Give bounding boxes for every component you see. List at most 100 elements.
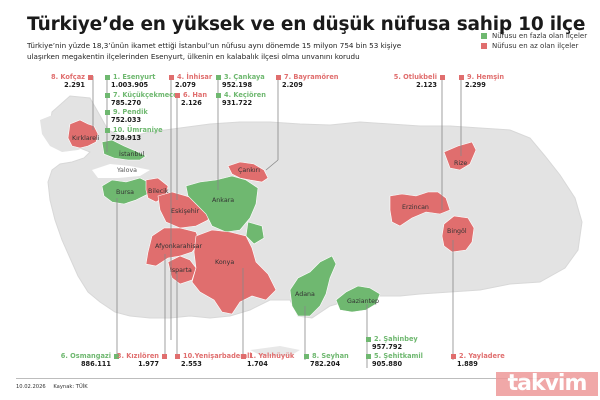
square-marker-icon — [216, 92, 221, 98]
district-population: 2.291 — [64, 81, 85, 89]
square-marker-icon — [105, 74, 110, 80]
district-han: 6. Han 2.126 — [175, 91, 207, 107]
square-marker-icon — [366, 353, 371, 359]
label-eskisehir: Eskişehir — [171, 208, 200, 215]
district-name: 6. Osmangazi — [60, 352, 111, 360]
red-swatch-icon — [481, 43, 487, 49]
district-yenisarbademli: 10.Yenişarbademli 2.553 — [175, 352, 252, 368]
subtitle: Türkiye’nin yüzde 18,3’ünün ikamet ettiğ… — [27, 40, 467, 62]
province-rize — [443, 141, 477, 171]
square-marker-icon — [216, 74, 221, 80]
district-population: 905.880 — [372, 360, 403, 368]
square-marker-icon — [162, 353, 167, 359]
square-marker-icon — [114, 353, 119, 359]
label-erzincan: Erzincan — [402, 204, 429, 211]
footer-date: 10.02.2026 — [16, 384, 46, 390]
province-adana — [289, 255, 337, 317]
district-name: 1. Yalıhüyük — [249, 352, 295, 360]
legend-label: Nüfusu en az olan ilçeler — [492, 42, 579, 50]
province-bingol — [441, 215, 475, 253]
square-marker-icon — [276, 74, 281, 80]
district-population: 1.889 — [457, 360, 478, 368]
green-swatch-icon — [481, 33, 487, 39]
district-name: 7. Bayramören — [284, 73, 339, 81]
district-kofcaz: 8. Kofçaz 2.291 — [51, 73, 93, 89]
province-afyon — [145, 227, 201, 267]
label-istanbul: İstanbul — [119, 149, 144, 158]
district-sahinbey: 2. Şahinbey 957.792 — [366, 335, 418, 351]
province-labels: Kırklareli İstanbul Yalova Bursa Bilecik… — [72, 135, 467, 305]
district-yayladere: 2. Yayladere 1.889 — [451, 352, 505, 368]
page-title: Türkiye’de en yüksek ve en düşük nüfusa … — [27, 14, 586, 35]
district-esenyurt: 1. Esenyurt 1.003.905 — [105, 73, 155, 89]
district-seyhan: 8. Seyhan 782.204 — [304, 352, 349, 368]
district-name: 6. Han — [183, 91, 208, 99]
district-name: 5. Şehitkamil — [374, 352, 423, 360]
district-population: 931.722 — [222, 99, 253, 107]
district-population: 1.704 — [247, 360, 268, 368]
label-bingol: Bingöl — [447, 228, 467, 235]
sea-marmara — [92, 164, 150, 178]
district-name: 4. İnhisar — [177, 73, 213, 81]
district-yalihuyuk: 1. Yalıhüyük 1.704 — [241, 352, 294, 368]
label-isparta: Isparta — [170, 267, 192, 274]
square-marker-icon — [105, 92, 110, 98]
label-cankiri: Çankırı — [238, 167, 260, 174]
square-marker-icon — [169, 74, 174, 80]
province-istanbul — [101, 139, 147, 161]
legend-item-low: Nüfusu en az olan ilçeler — [481, 41, 587, 51]
district-name: 4. Keçiören — [224, 91, 266, 99]
land-cyprus — [250, 346, 300, 356]
square-marker-icon — [459, 74, 464, 80]
square-marker-icon — [366, 336, 371, 342]
square-marker-icon — [105, 109, 110, 115]
district-name: 7. Küçükçekmece — [113, 91, 178, 99]
square-marker-icon — [451, 353, 456, 359]
square-marker-icon — [105, 127, 110, 133]
district-population: 2.553 — [181, 360, 202, 368]
legend-label: Nüfusu en fazla olan ilçeler — [492, 32, 588, 40]
watermark-logo: takvim — [496, 372, 598, 396]
province-konya — [191, 229, 277, 315]
district-bayramoren: 7. Bayramören 2.209 — [276, 73, 338, 89]
district-kucukcekmece: 7. Küçükçekmece 785.270 — [105, 91, 178, 107]
district-population: 2.126 — [181, 99, 202, 107]
district-name: 10. Ümraniye — [113, 126, 163, 134]
footer: 10.02.2026 Kaynak: TÜİK — [16, 384, 94, 390]
district-name: 8. Seyhan — [312, 352, 349, 360]
district-name: 9. Pendik — [113, 108, 148, 116]
district-name: 2. Şahinbey — [374, 335, 418, 343]
subtitle-line-1: Türkiye’nin yüzde 18,3’ünün ikamet ettiğ… — [27, 41, 402, 50]
district-population: 952.198 — [222, 81, 253, 89]
district-name: 3. Kızılören — [116, 352, 159, 360]
district-population: 752.033 — [111, 116, 142, 124]
district-umraniye: 10. Ümraniye 728.913 — [105, 126, 163, 142]
district-population: 2.299 — [465, 81, 486, 89]
square-marker-icon — [440, 74, 445, 80]
district-population: 2.123 — [416, 81, 437, 89]
label-konya: Konya — [215, 259, 234, 266]
district-kiziloren: 3. Kızılören 1.977 — [117, 352, 167, 368]
district-kecioren: 4. Keçiören 931.722 — [216, 91, 266, 107]
district-population: 1.977 — [138, 360, 159, 368]
district-inhisar: 4. İnhisar 2.079 — [169, 73, 212, 89]
district-hemsin: 9. Hemşin 2.299 — [459, 73, 504, 89]
district-population: 957.792 — [372, 343, 403, 351]
subtitle-line-2: ulaşırken megakentin ilçelerinden Esenyu… — [27, 52, 360, 61]
district-population: 2.079 — [175, 81, 196, 89]
district-pendik: 9. Pendik 752.033 — [105, 108, 148, 124]
district-sehitkamil: 5. Şehitkamil 905.880 — [366, 352, 423, 368]
label-ankara: Ankara — [212, 197, 234, 204]
district-name: 9. Hemşin — [467, 73, 505, 81]
label-adana: Adana — [295, 291, 315, 298]
legend-item-high: Nüfusu en fazla olan ilçeler — [481, 31, 587, 41]
label-bilecik: Bilecik — [148, 188, 169, 195]
district-population: 2.209 — [282, 81, 303, 89]
leader-lines — [92, 76, 462, 368]
footer-source: Kaynak: TÜİK — [53, 384, 88, 390]
square-marker-icon — [175, 92, 180, 98]
province-ankara — [185, 175, 259, 233]
district-name: 8. Kofçaz — [51, 73, 85, 81]
district-name: 1. Esenyurt — [113, 73, 156, 81]
